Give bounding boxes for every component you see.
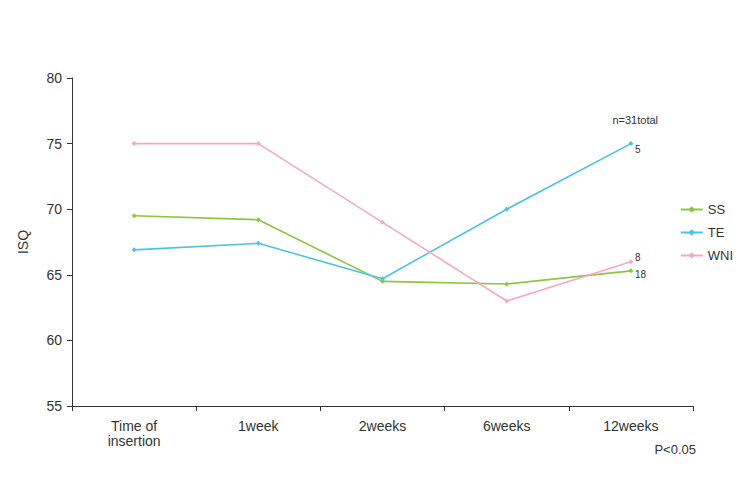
svg-text:5: 5 — [635, 144, 641, 155]
svg-text:55: 55 — [46, 398, 62, 414]
svg-text:Time of: Time of — [111, 418, 157, 434]
svg-text:ISQ: ISQ — [15, 230, 31, 254]
svg-text:80: 80 — [46, 70, 62, 86]
svg-text:n=31total: n=31total — [612, 114, 658, 126]
svg-text:1week: 1week — [238, 418, 279, 434]
svg-text:WNI: WNI — [708, 248, 733, 263]
svg-text:8: 8 — [635, 252, 641, 263]
svg-text:2weeks: 2weeks — [359, 418, 406, 434]
svg-text:6weeks: 6weeks — [483, 418, 530, 434]
svg-text:12weeks: 12weeks — [603, 418, 658, 434]
svg-text:insertion: insertion — [108, 433, 161, 449]
svg-text:TE: TE — [708, 225, 725, 240]
svg-text:SS: SS — [708, 202, 726, 217]
svg-text:65: 65 — [46, 267, 62, 283]
svg-text:70: 70 — [46, 201, 62, 217]
svg-text:18: 18 — [635, 269, 647, 280]
svg-text:75: 75 — [46, 136, 62, 152]
svg-text:60: 60 — [46, 332, 62, 348]
svg-text:P<0.05: P<0.05 — [654, 442, 696, 457]
